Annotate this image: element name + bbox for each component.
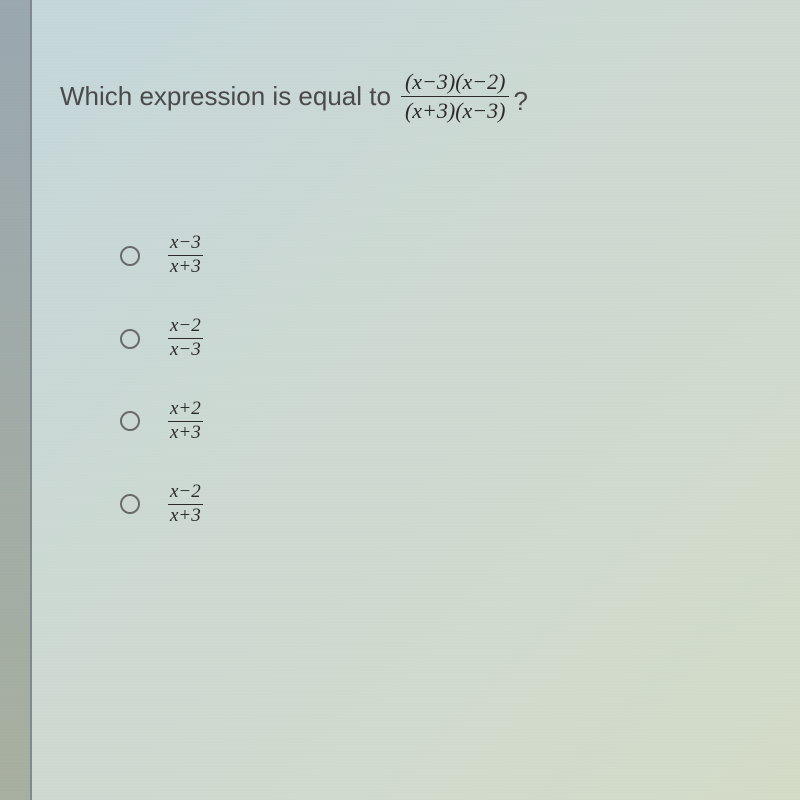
option-denominator: x+3 <box>168 421 203 444</box>
option-denominator: x+3 <box>168 255 203 278</box>
options-list: x−3 x+3 x−2 x−3 x+2 x+3 x−2 x+3 <box>120 233 780 526</box>
option-fraction: x−2 x−3 <box>168 316 203 361</box>
radio-button[interactable] <box>120 246 140 266</box>
option-row[interactable]: x+2 x+3 <box>120 399 780 444</box>
option-row[interactable]: x−2 x−3 <box>120 316 780 361</box>
question-fraction: (x−3)(x−2) (x+3)(x−3) <box>401 70 510 123</box>
option-fraction: x−2 x+3 <box>168 482 203 527</box>
option-numerator: x−2 <box>168 316 203 338</box>
option-numerator: x+2 <box>168 399 203 421</box>
radio-button[interactable] <box>120 411 140 431</box>
option-denominator: x−3 <box>168 338 203 361</box>
left-margin-border <box>0 0 32 800</box>
option-fraction: x−3 x+3 <box>168 233 203 278</box>
radio-button[interactable] <box>120 494 140 514</box>
option-denominator: x+3 <box>168 504 203 527</box>
option-fraction: x+2 x+3 <box>168 399 203 444</box>
question-mark: ? <box>513 86 527 117</box>
question-content: Which expression is equal to (x−3)(x−2) … <box>0 0 800 585</box>
option-numerator: x−2 <box>168 482 203 504</box>
option-row[interactable]: x−2 x+3 <box>120 482 780 527</box>
question-numerator: (x−3)(x−2) <box>401 70 510 96</box>
option-row[interactable]: x−3 x+3 <box>120 233 780 278</box>
radio-button[interactable] <box>120 329 140 349</box>
option-numerator: x−3 <box>168 233 203 255</box>
question-text: Which expression is equal to (x−3)(x−2) … <box>60 70 780 123</box>
question-denominator: (x+3)(x−3) <box>401 96 510 123</box>
question-prompt: Which expression is equal to <box>60 81 391 112</box>
